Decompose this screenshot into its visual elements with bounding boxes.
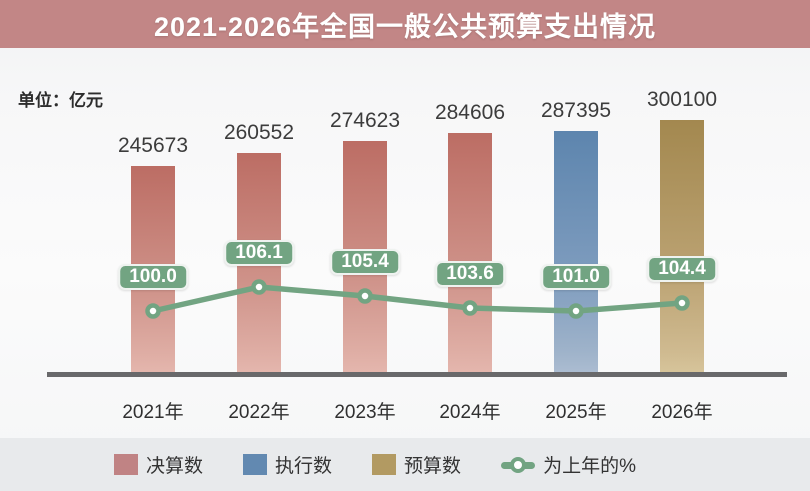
page-title: 2021-2026年全国一般公共预算支出情况 — [153, 11, 657, 42]
x-axis-tick-label: 2023年 — [334, 402, 396, 423]
bar-value-label: 245673 — [117, 134, 189, 157]
bar-value-label: 284606 — [434, 101, 506, 124]
x-axis-tick-label: 2026年 — [651, 402, 713, 423]
percent-badge: 101.0 — [541, 264, 611, 290]
percent-badge: 106.1 — [224, 240, 294, 266]
legend-label: 为上年的% — [543, 456, 636, 477]
legend-row: 决算数 执行数 预算数 为上年的% — [114, 451, 636, 478]
percent-badge: 103.6 — [435, 261, 505, 287]
legend-label: 预算数 — [404, 456, 462, 477]
bar-value-label: 274623 — [329, 109, 401, 132]
percent-badge: 104.4 — [647, 256, 717, 282]
legend-line-marker-icon — [501, 456, 536, 473]
legend-item-执行数: 执行数 — [243, 451, 332, 478]
unit-label: 单位：亿元 — [18, 91, 103, 110]
legend-item-决算数: 决算数 — [114, 451, 203, 478]
x-axis-tick-label: 2024年 — [439, 402, 501, 423]
legend-swatch-icon — [243, 454, 268, 475]
legend-label: 执行数 — [275, 456, 333, 477]
bar-value-label: 260552 — [223, 121, 295, 144]
bar-value-label: 300100 — [646, 88, 718, 111]
marker-dot-icon — [510, 456, 527, 473]
legend-item-预算数: 预算数 — [372, 451, 461, 478]
bar-2025年 — [554, 131, 598, 372]
percent-badge: 105.4 — [330, 249, 400, 275]
bar-2026年 — [660, 120, 704, 372]
percent-badge: 100.0 — [118, 264, 188, 290]
legend-item-为上年的%: 为上年的% — [501, 451, 636, 478]
x-axis-tick-label: 2022年 — [228, 402, 290, 423]
x-axis-line — [47, 372, 787, 377]
legend-label: 决算数 — [146, 456, 204, 477]
bar-value-label: 287395 — [540, 99, 612, 122]
legend-swatch-icon — [372, 454, 397, 475]
legend-swatch-icon — [114, 454, 139, 475]
legend: 决算数 执行数 预算数 为上年的% — [0, 438, 810, 491]
title-bar: 2021-2026年全国一般公共预算支出情况 — [0, 0, 810, 48]
x-axis-tick-label: 2021年 — [122, 402, 184, 423]
x-axis-tick-label: 2025年 — [545, 402, 607, 423]
trend-line — [150, 284, 685, 314]
bar-2024年 — [448, 133, 492, 372]
